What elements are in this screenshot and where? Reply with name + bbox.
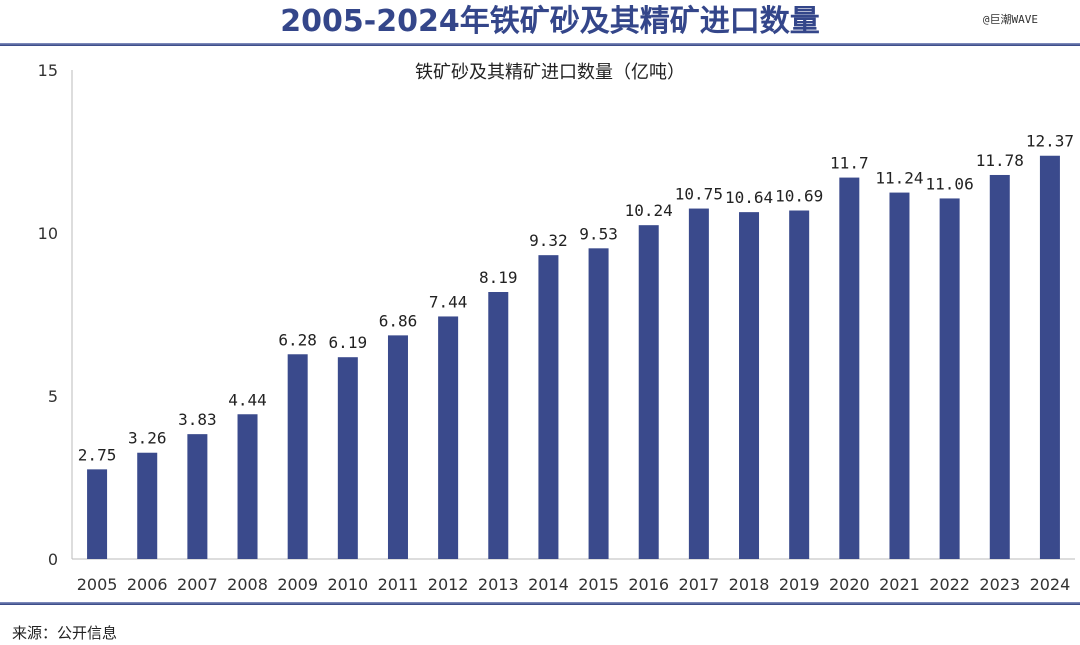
data-label: 11.7 — [830, 154, 869, 173]
chart-title: 铁矿砂及其精矿进口数量（亿吨） — [415, 62, 685, 83]
bar — [438, 316, 459, 559]
x-tick-label: 2020 — [829, 575, 870, 594]
bar — [739, 212, 760, 560]
watermark: @巨潮WAVE — [982, 13, 1038, 26]
x-tick-label: 2011 — [378, 575, 419, 594]
bar — [839, 177, 860, 559]
x-tick-label: 2022 — [929, 575, 970, 594]
footer-divider — [0, 602, 1080, 605]
bar — [337, 357, 358, 559]
data-label: 10.75 — [675, 185, 723, 204]
data-label: 6.86 — [379, 311, 418, 330]
data-label: 10.69 — [775, 187, 823, 206]
bar — [588, 248, 609, 559]
bar — [688, 208, 709, 560]
data-label: 11.24 — [875, 169, 923, 188]
x-tick-label: 2019 — [779, 575, 820, 594]
data-label: 3.26 — [128, 429, 167, 448]
x-tick-label: 2012 — [428, 575, 469, 594]
x-tick-label: 2010 — [327, 575, 368, 594]
y-tick-label: 10 — [38, 224, 58, 243]
bar — [387, 335, 408, 559]
x-tick-label: 2023 — [979, 575, 1020, 594]
bar — [237, 414, 258, 559]
data-label: 7.44 — [429, 292, 468, 311]
bar — [287, 354, 308, 559]
data-label: 3.83 — [178, 410, 217, 429]
page-title: 2005-2024年铁矿砂及其精矿进口数量 — [280, 4, 820, 39]
x-tick-label: 2008 — [227, 575, 268, 594]
y-tick-label: 5 — [48, 387, 58, 406]
x-tick-label: 2018 — [729, 575, 770, 594]
x-tick-label: 2007 — [177, 575, 218, 594]
x-tick-label: 2009 — [277, 575, 318, 594]
x-tick-label: 2021 — [879, 575, 920, 594]
x-tick-label: 2015 — [578, 575, 619, 594]
bar — [488, 292, 509, 559]
y-tick-label: 0 — [48, 550, 58, 569]
data-label: 10.64 — [725, 188, 773, 207]
data-label: 8.19 — [479, 268, 518, 287]
data-label: 6.28 — [278, 330, 317, 349]
data-label: 6.19 — [329, 333, 368, 352]
bar — [137, 452, 158, 559]
data-label: 9.32 — [529, 231, 568, 250]
bar — [187, 434, 208, 559]
y-tick-label: 15 — [38, 61, 58, 80]
bar — [989, 174, 1010, 560]
data-label: 10.24 — [625, 201, 673, 220]
x-tick-label: 2006 — [127, 575, 168, 594]
bar — [638, 225, 659, 559]
x-tick-label: 2016 — [628, 575, 669, 594]
bar — [789, 210, 810, 560]
x-tick-label: 2005 — [77, 575, 118, 594]
x-tick-label: 2024 — [1030, 575, 1071, 594]
title-divider — [0, 43, 1080, 46]
x-tick-label: 2014 — [528, 575, 569, 594]
bar — [1039, 155, 1060, 559]
bar — [87, 469, 108, 559]
data-label: 2.75 — [78, 445, 117, 464]
data-label: 11.78 — [976, 151, 1024, 170]
bar — [889, 192, 910, 560]
source-note: 来源：公开信息 — [12, 624, 118, 642]
bar — [538, 255, 559, 559]
data-label: 4.44 — [228, 390, 267, 409]
data-label: 9.53 — [579, 224, 618, 243]
x-tick-label: 2017 — [679, 575, 720, 594]
x-tick-label: 2013 — [478, 575, 519, 594]
data-label: 12.37 — [1026, 132, 1074, 151]
data-label: 11.06 — [926, 174, 974, 193]
bar — [939, 198, 960, 559]
